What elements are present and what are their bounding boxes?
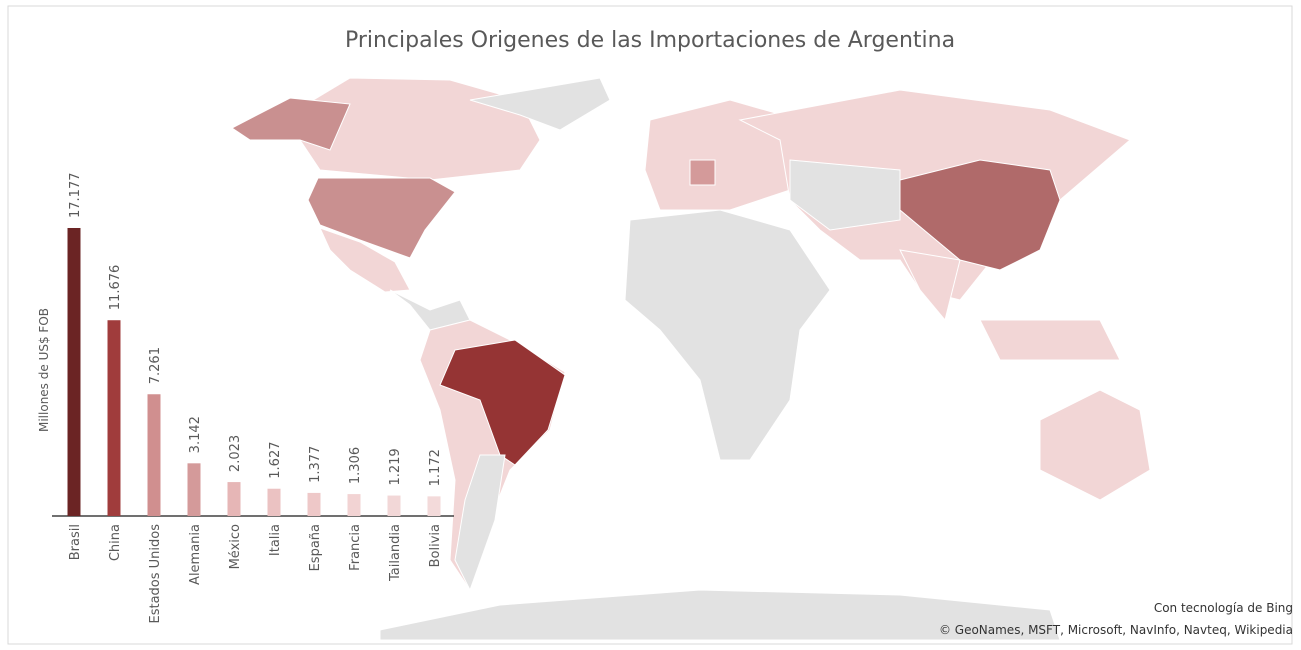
india — [899, 249, 961, 322]
greenland — [469, 77, 611, 131]
australia — [1039, 389, 1151, 501]
bar — [67, 227, 81, 517]
bar — [147, 394, 161, 516]
value-label: 1.377 — [308, 446, 323, 483]
argentina — [454, 454, 506, 592]
usa — [307, 177, 456, 259]
x-tick-label: México — [228, 524, 243, 569]
brazil — [439, 339, 566, 466]
bar — [387, 495, 401, 516]
china — [899, 159, 1061, 271]
germany — [689, 159, 716, 186]
x-tick-label: Brasil — [68, 524, 83, 560]
mexico — [319, 227, 411, 293]
africa — [624, 209, 831, 461]
value-label: 1.219 — [388, 448, 403, 485]
x-tick-label: Bolivia — [428, 524, 443, 567]
x-tick-label: Italia — [268, 524, 283, 556]
southeast-asia — [979, 319, 1121, 361]
bar — [307, 492, 321, 516]
credit: © GeoNames, MSFT, Microsoft, NavInfo, Na… — [939, 623, 1293, 637]
value-label: 11.676 — [108, 265, 123, 311]
x-tick-label: Alemania — [188, 524, 203, 585]
bar — [347, 494, 361, 516]
bar — [227, 482, 241, 516]
antarctica — [379, 589, 1061, 641]
value-label: 1.306 — [348, 447, 363, 484]
x-tick-label: Estados Unidos — [148, 524, 163, 624]
x-tick-label: Tailandia — [388, 524, 403, 582]
bar — [267, 488, 281, 516]
chart-title: Principales Origenes de las Importacione… — [345, 28, 955, 53]
value-label: 1.172 — [428, 449, 443, 486]
y-axis-label: Millones de US$ FOB — [37, 308, 51, 432]
bar — [187, 463, 201, 516]
x-tick-label: China — [108, 524, 123, 561]
value-label: 7.261 — [148, 347, 163, 384]
bar — [107, 320, 121, 516]
bar — [427, 496, 441, 516]
value-label: 2.023 — [228, 435, 243, 472]
value-label: 3.142 — [188, 416, 203, 453]
central-asia — [789, 159, 901, 231]
credit: Con tecnología de Bing — [1154, 601, 1293, 615]
world-map — [231, 77, 1151, 641]
x-tick-label: Francia — [348, 524, 363, 571]
value-label: 1.627 — [268, 442, 283, 479]
value-label: 17.177 — [68, 172, 83, 218]
x-tick-label: España — [308, 524, 323, 571]
alaska — [231, 97, 351, 151]
